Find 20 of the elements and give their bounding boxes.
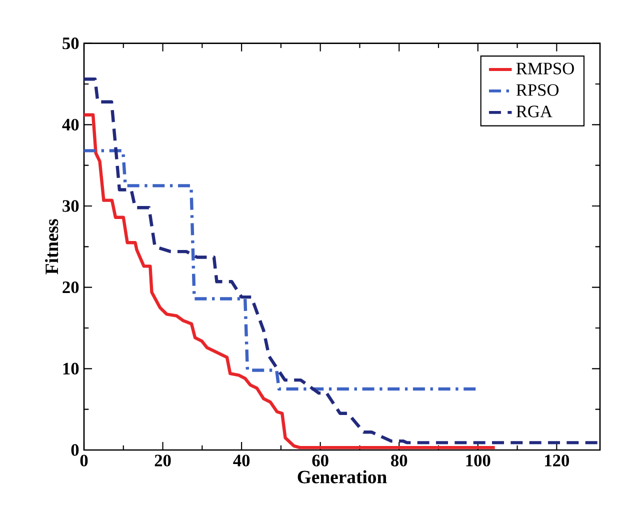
y-tick-label: 50 [62,37,79,50]
x-tick-label: 40 [233,454,250,466]
x-tick-label: 100 [466,454,490,466]
y-tick-label: 20 [62,281,79,294]
legend-label: RPSO [516,84,559,96]
y-tick-label: 30 [62,200,79,212]
legend-label: RMPSO [516,62,574,74]
y-tick-label: 10 [63,362,79,374]
legend-label: RGA [516,106,552,118]
x-tick-label: 60 [312,454,328,466]
line-series [84,78,600,444]
line-series [84,149,478,391]
y-tick-label: 0 [71,444,79,456]
x-tick-label: 120 [545,454,570,466]
x-tick-label: 20 [154,454,171,466]
x-tick-label: 0 [80,454,88,466]
y-axis-title: Fitness [44,219,58,274]
y-tick-label: 40 [62,118,79,131]
x-tick-label: 80 [391,454,408,466]
x-axis-title: Generation [298,470,387,484]
